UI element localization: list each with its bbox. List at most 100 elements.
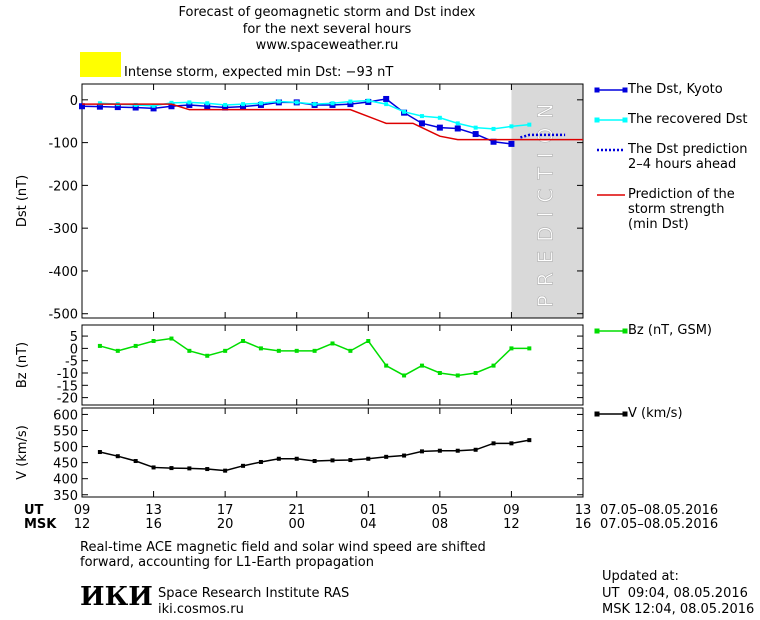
y-tick-label: 550 bbox=[53, 424, 78, 439]
data-point bbox=[527, 438, 532, 443]
data-point bbox=[419, 449, 424, 454]
data-point bbox=[294, 100, 299, 105]
data-point bbox=[258, 346, 263, 351]
x-tick-label: 04 bbox=[360, 517, 377, 532]
data-point bbox=[169, 466, 174, 471]
data-point bbox=[312, 348, 317, 353]
data-point bbox=[330, 101, 335, 106]
x-tick-label: 13 bbox=[145, 503, 162, 518]
data-point bbox=[366, 456, 371, 461]
data-point bbox=[347, 101, 354, 108]
y-axis-label: Dst (nT) bbox=[15, 175, 30, 227]
data-point bbox=[133, 102, 138, 107]
data-point bbox=[436, 124, 443, 131]
y-tick-label: -5 bbox=[65, 355, 78, 370]
legend-marker bbox=[622, 411, 628, 417]
legend-marker bbox=[594, 411, 600, 417]
legend-label: Prediction of the storm strength (min Ds… bbox=[628, 187, 735, 232]
data-point bbox=[187, 100, 192, 105]
y-tick-label: -100 bbox=[48, 137, 78, 152]
data-point bbox=[115, 454, 120, 459]
y-axis-label: V (km/s) bbox=[15, 425, 30, 480]
data-point bbox=[114, 104, 121, 111]
x-row-label: MSK bbox=[24, 517, 57, 532]
data-point bbox=[204, 103, 211, 110]
data-point bbox=[205, 101, 210, 106]
legend-marker bbox=[594, 87, 600, 93]
data-point bbox=[312, 102, 317, 107]
data-point bbox=[472, 131, 479, 138]
data-point bbox=[491, 126, 496, 131]
series-line bbox=[520, 133, 566, 139]
legend-label: The Dst, Kyoto bbox=[628, 82, 723, 97]
series-line bbox=[99, 337, 530, 377]
data-point bbox=[473, 125, 478, 130]
data-point bbox=[151, 339, 156, 343]
data-point bbox=[455, 373, 460, 378]
date-range: 07.05–08.05.2016 bbox=[600, 517, 718, 532]
y-tick-label: -10 bbox=[57, 367, 78, 382]
data-point bbox=[276, 99, 281, 104]
data-point bbox=[348, 348, 353, 353]
data-point bbox=[223, 102, 228, 107]
y-tick-label: 350 bbox=[53, 489, 78, 504]
legend-label: The recovered Dst bbox=[628, 112, 748, 127]
data-point bbox=[419, 114, 424, 119]
x-tick-label: 09 bbox=[74, 503, 91, 518]
y-tick-label: 450 bbox=[53, 457, 78, 472]
data-point bbox=[205, 353, 210, 358]
data-point bbox=[96, 103, 103, 110]
data-point bbox=[241, 339, 246, 343]
data-point bbox=[205, 467, 210, 472]
data-point bbox=[348, 99, 353, 104]
data-point bbox=[241, 102, 246, 107]
data-point bbox=[491, 363, 496, 368]
legend-label: The Dst prediction 2–4 hours ahead bbox=[628, 142, 748, 172]
data-point bbox=[187, 348, 192, 353]
data-point bbox=[97, 343, 102, 348]
x-tick-label: 12 bbox=[503, 517, 520, 532]
y-tick-label: 400 bbox=[53, 473, 78, 488]
legend-marker bbox=[594, 117, 600, 123]
data-point bbox=[330, 458, 335, 463]
data-point bbox=[402, 453, 407, 458]
data-point bbox=[294, 456, 299, 461]
data-point bbox=[418, 120, 425, 127]
legend-label: V (km/s) bbox=[628, 406, 683, 421]
data-point bbox=[222, 104, 229, 111]
y-tick-label: 600 bbox=[53, 408, 78, 423]
data-point bbox=[133, 459, 138, 464]
y-tick-label: -400 bbox=[48, 265, 78, 280]
x-tick-label: 05 bbox=[432, 503, 449, 518]
plot-frame bbox=[81, 407, 584, 498]
data-point bbox=[366, 339, 371, 343]
data-point bbox=[366, 98, 371, 103]
data-point bbox=[455, 121, 460, 126]
y-tick-label: 500 bbox=[53, 441, 78, 456]
data-point bbox=[169, 100, 174, 105]
data-point bbox=[473, 371, 478, 375]
data-point bbox=[276, 348, 281, 353]
updated-msk: MSK 12:04, 08.05.2016 bbox=[602, 602, 754, 617]
prediction-zone bbox=[511, 84, 583, 318]
data-point bbox=[383, 95, 390, 102]
x-tick-label: 09 bbox=[503, 503, 520, 518]
x-tick-label: 21 bbox=[288, 503, 305, 518]
series-line bbox=[82, 103, 583, 141]
legend-marker bbox=[622, 117, 628, 123]
data-point bbox=[454, 125, 461, 132]
data-point bbox=[527, 346, 532, 351]
data-point bbox=[527, 122, 532, 127]
x-tick-label: 01 bbox=[360, 503, 377, 518]
institute: Space Research Institute RAS bbox=[158, 586, 349, 601]
data-point bbox=[455, 448, 460, 453]
data-point bbox=[384, 102, 389, 107]
data-point bbox=[490, 138, 497, 145]
data-point bbox=[312, 459, 317, 464]
updated-label: Updated at: bbox=[602, 569, 679, 584]
data-point bbox=[150, 105, 157, 112]
date-range: 07.05–08.05.2016 bbox=[600, 503, 718, 518]
data-point bbox=[330, 341, 335, 346]
